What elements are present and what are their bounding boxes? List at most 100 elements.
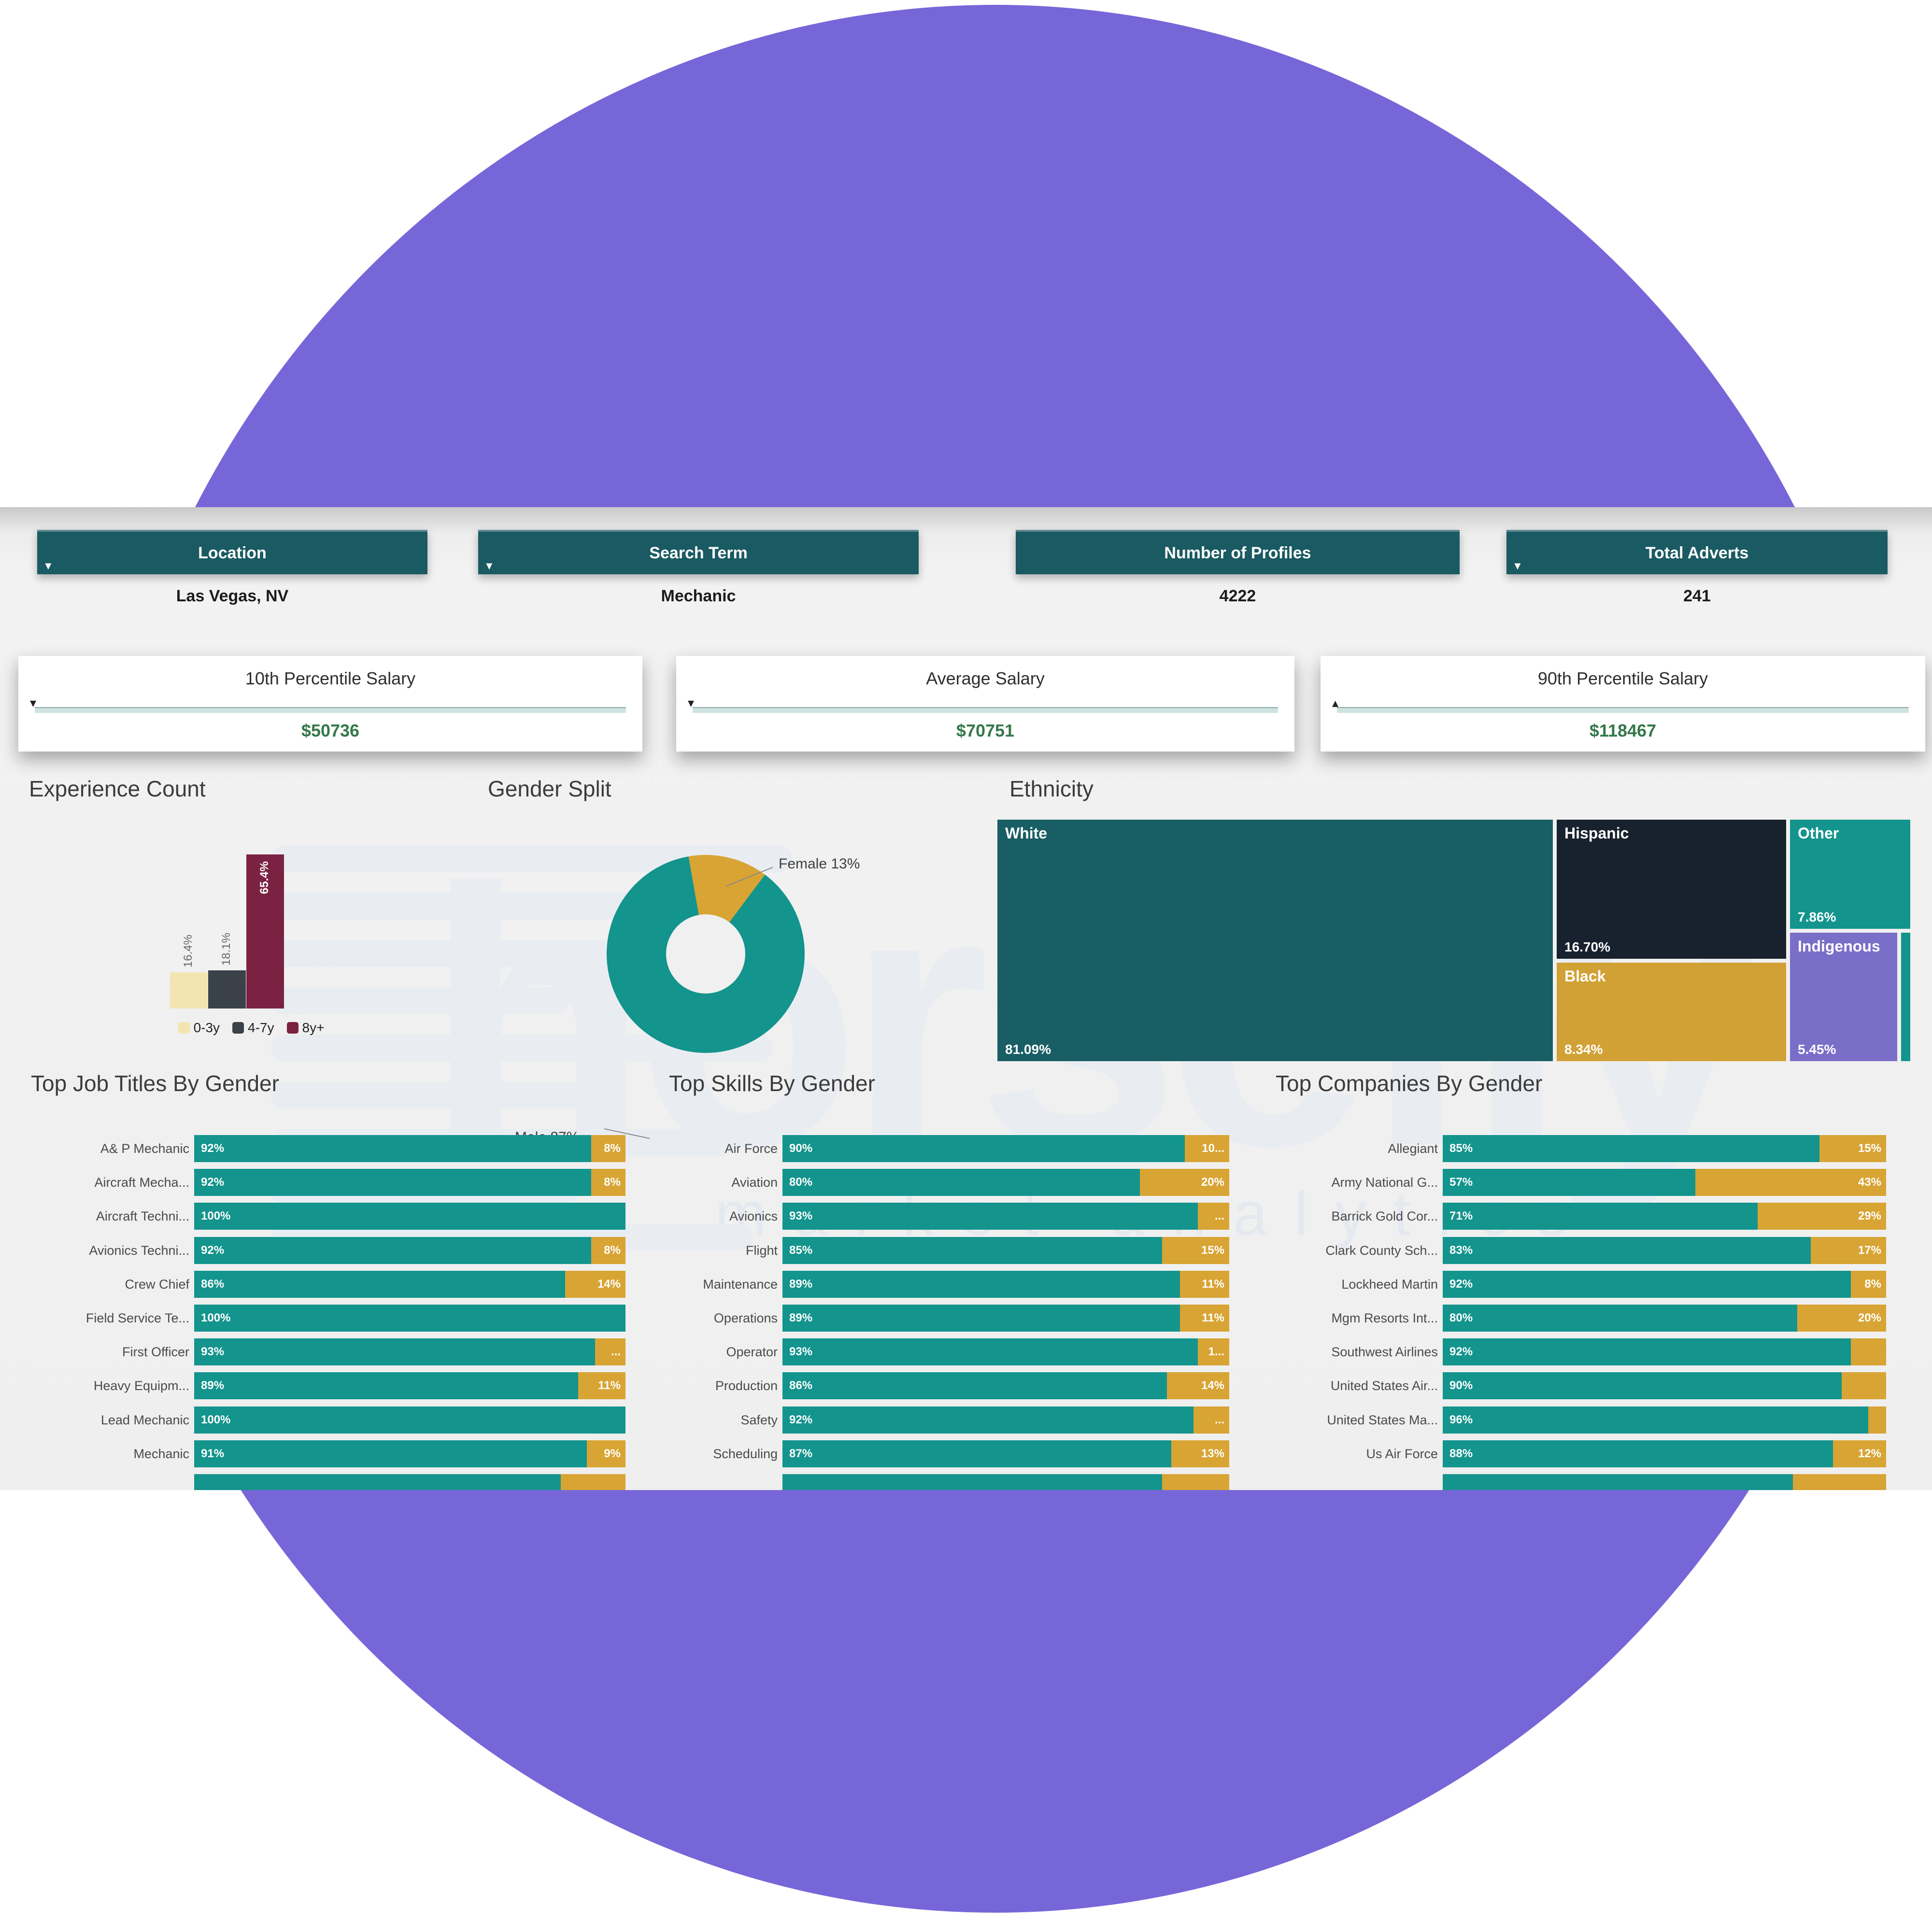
- male-percent-label: 80%: [1449, 1311, 1473, 1324]
- female-bar-segment[interactable]: [1162, 1474, 1229, 1490]
- male-bar-segment[interactable]: 89%: [782, 1270, 1180, 1298]
- male-bar-segment[interactable]: 57%: [1443, 1169, 1696, 1196]
- male-bar-segment[interactable]: [1443, 1474, 1793, 1490]
- male-bar-segment[interactable]: 93%: [782, 1338, 1198, 1366]
- experience-bar-0-3y[interactable]: [170, 972, 208, 1009]
- filter-number-of-profiles[interactable]: Number of Profiles: [1016, 530, 1460, 574]
- tile-label: Other: [1798, 824, 1839, 842]
- male-bar-segment[interactable]: 92%: [194, 1169, 591, 1196]
- female-bar-segment[interactable]: 14%: [1166, 1372, 1229, 1400]
- dropdown-caret-icon[interactable]: ▾: [30, 696, 37, 710]
- female-bar-segment[interactable]: ...: [1193, 1406, 1229, 1434]
- male-bar-segment[interactable]: 100%: [194, 1305, 625, 1332]
- filter-total-adverts[interactable]: ▼ Total Adverts: [1506, 530, 1888, 574]
- female-bar-segment[interactable]: [1868, 1406, 1886, 1434]
- female-bar-segment[interactable]: 9%: [586, 1440, 625, 1467]
- filter-dropdown-icon[interactable]: ▼: [1512, 560, 1523, 572]
- card-90th-percentile-salary[interactable]: 90th Percentile Salary ▴ $118467: [1321, 656, 1925, 752]
- female-bar-segment[interactable]: 10...: [1184, 1135, 1229, 1162]
- male-bar-segment[interactable]: 96%: [1443, 1406, 1869, 1434]
- treemap-tile-sliver[interactable]: [1901, 933, 1910, 1061]
- female-bar-segment[interactable]: 43%: [1695, 1169, 1886, 1196]
- female-bar-segment[interactable]: 11%: [578, 1372, 625, 1400]
- dashboard-content: ▼ Location ▼ Search Term Number of Profi…: [0, 507, 1932, 1490]
- male-bar-segment[interactable]: 85%: [782, 1236, 1163, 1264]
- female-bar-segment[interactable]: 15%: [1162, 1236, 1229, 1264]
- female-bar-segment[interactable]: ...: [1198, 1203, 1229, 1230]
- card-average-salary[interactable]: Average Salary ▾ $70751: [676, 656, 1294, 752]
- female-bar-segment[interactable]: 8%: [591, 1135, 625, 1162]
- male-bar-segment[interactable]: [782, 1474, 1163, 1490]
- female-bar-segment[interactable]: 12%: [1833, 1440, 1886, 1467]
- legend-label: 8y+: [302, 1020, 325, 1035]
- female-bar-segment[interactable]: 15%: [1819, 1135, 1886, 1162]
- legend-item-8y+[interactable]: 8y+: [286, 1020, 325, 1036]
- male-bar-segment[interactable]: 100%: [194, 1406, 625, 1434]
- row-label: United States Ma...: [1327, 1412, 1438, 1427]
- female-bar-segment[interactable]: 14%: [565, 1270, 625, 1298]
- male-bar-segment[interactable]: 90%: [1443, 1372, 1842, 1400]
- filter-search-term[interactable]: ▼ Search Term: [478, 530, 919, 574]
- male-bar-segment[interactable]: 85%: [1443, 1135, 1820, 1162]
- female-bar-segment[interactable]: 17%: [1810, 1236, 1886, 1264]
- male-bar-segment[interactable]: 92%: [1443, 1338, 1851, 1366]
- card-divider: [35, 707, 626, 713]
- female-percent-label: 8%: [604, 1142, 621, 1155]
- male-bar-segment[interactable]: 92%: [1443, 1270, 1851, 1298]
- treemap-tile-White[interactable]: White 81.09%: [997, 820, 1553, 1061]
- female-bar-segment[interactable]: 8%: [591, 1236, 625, 1264]
- male-bar-segment[interactable]: 89%: [194, 1372, 578, 1400]
- filter-dropdown-icon[interactable]: ▼: [43, 560, 54, 572]
- male-bar-segment[interactable]: 90%: [782, 1135, 1185, 1162]
- female-bar-segment[interactable]: 11%: [1180, 1305, 1229, 1332]
- legend-item-0-3y[interactable]: 0-3y: [178, 1020, 220, 1036]
- male-percent-label: 89%: [789, 1311, 813, 1324]
- male-bar-segment[interactable]: 100%: [194, 1203, 625, 1230]
- experience-bar-8y+[interactable]: [246, 854, 284, 1009]
- card-10th-percentile-salary[interactable]: 10th Percentile Salary ▾ $50736: [18, 656, 642, 752]
- male-bar-segment[interactable]: 92%: [782, 1406, 1193, 1434]
- female-percent-label: 14%: [1201, 1379, 1224, 1392]
- male-bar-segment[interactable]: 93%: [194, 1338, 596, 1366]
- female-percent-label: 20%: [1858, 1311, 1881, 1324]
- male-bar-segment[interactable]: 89%: [782, 1305, 1180, 1332]
- male-bar-segment[interactable]: 83%: [1443, 1236, 1811, 1264]
- dropdown-caret-icon[interactable]: ▾: [688, 696, 695, 710]
- dropdown-caret-icon[interactable]: ▴: [1332, 696, 1339, 710]
- female-bar-segment[interactable]: 20%: [1797, 1305, 1886, 1332]
- experience-bar-4-7y[interactable]: [208, 970, 246, 1009]
- male-bar-segment[interactable]: 86%: [194, 1270, 565, 1298]
- female-bar-segment[interactable]: 29%: [1757, 1203, 1886, 1230]
- filter-location[interactable]: ▼ Location: [37, 530, 427, 574]
- male-bar-segment[interactable]: 80%: [1443, 1305, 1798, 1332]
- male-bar-segment[interactable]: 88%: [1443, 1440, 1833, 1467]
- female-bar-segment[interactable]: [561, 1474, 625, 1490]
- female-bar-segment[interactable]: ...: [595, 1338, 625, 1366]
- female-bar-segment[interactable]: 20%: [1140, 1169, 1229, 1196]
- treemap-tile-Black[interactable]: Black 8.34%: [1557, 963, 1786, 1061]
- male-bar-segment[interactable]: 91%: [194, 1440, 587, 1467]
- female-bar-segment[interactable]: 1...: [1198, 1338, 1229, 1366]
- male-bar-segment[interactable]: 92%: [194, 1236, 591, 1264]
- filter-dropdown-icon[interactable]: ▼: [484, 560, 495, 572]
- female-bar-segment[interactable]: 11%: [1180, 1270, 1229, 1298]
- legend-item-4-7y[interactable]: 4-7y: [232, 1020, 274, 1036]
- treemap-tile-Other[interactable]: Other 7.86%: [1790, 820, 1910, 929]
- male-bar-segment[interactable]: 93%: [782, 1203, 1198, 1230]
- female-bar-segment[interactable]: 13%: [1171, 1440, 1229, 1467]
- male-bar-segment[interactable]: 86%: [782, 1372, 1167, 1400]
- female-bar-segment[interactable]: 8%: [591, 1169, 625, 1196]
- male-bar-segment[interactable]: 87%: [782, 1440, 1171, 1467]
- female-bar-segment[interactable]: 8%: [1850, 1270, 1886, 1298]
- female-bar-segment[interactable]: [1793, 1474, 1886, 1490]
- male-bar-segment[interactable]: 80%: [782, 1169, 1140, 1196]
- gender-split-donut[interactable]: [607, 855, 805, 1053]
- female-bar-segment[interactable]: [1850, 1338, 1886, 1366]
- male-bar-segment[interactable]: [194, 1474, 561, 1490]
- male-bar-segment[interactable]: 92%: [194, 1135, 591, 1162]
- treemap-tile-Hispanic[interactable]: Hispanic 16.70%: [1557, 820, 1786, 959]
- treemap-tile-Indigenous[interactable]: Indigenous 5.45%: [1790, 933, 1897, 1061]
- experience-count-chart: 16.4% 18.1% 65.4%: [164, 845, 304, 1009]
- male-bar-segment[interactable]: 71%: [1443, 1203, 1758, 1230]
- female-bar-segment[interactable]: [1842, 1372, 1886, 1400]
